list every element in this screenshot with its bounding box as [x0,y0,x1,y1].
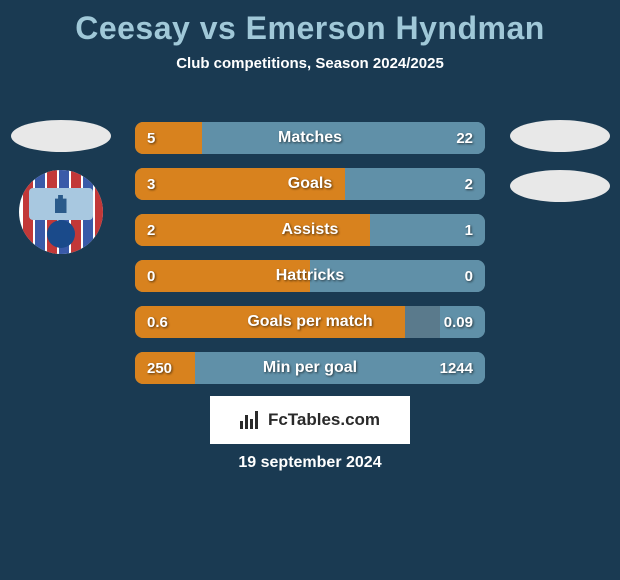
crest-banner [29,188,93,220]
team-crest-left [19,170,103,254]
stat-label: Min per goal [135,352,485,384]
subtitle: Club competitions, Season 2024/2025 [0,55,620,72]
infographic-container: Ceesay vs Emerson Hyndman Club competiti… [0,0,620,580]
brand-text: FcTables.com [268,410,380,430]
brand-box: FcTables.com [210,396,410,444]
date-line: 19 september 2024 [0,454,620,472]
stat-row: 21Assists [135,214,485,246]
stats-area: 522Matches 32Goals 21Assists 00Hattricks 0.6… [135,122,485,398]
stat-label: Goals per match [135,306,485,338]
page-title: Ceesay vs Emerson Hyndman [0,0,620,47]
player-right-placeholder [510,120,610,152]
crest-tower-icon [55,195,67,213]
stat-label: Goals [135,168,485,200]
stat-label: Assists [135,214,485,246]
team-right-placeholder [510,170,610,202]
crest-stripes [19,170,103,254]
stat-row: 2501244Min per goal [135,352,485,384]
left-team-column [8,120,113,254]
brand-chart-icon [240,411,262,429]
stat-label: Hattricks [135,260,485,292]
stat-row: 00Hattricks [135,260,485,292]
crest-ball-icon [47,220,75,248]
stat-row: 32Goals [135,168,485,200]
stat-row: 522Matches [135,122,485,154]
player-left-placeholder [11,120,111,152]
stat-row: 0.60.09Goals per match [135,306,485,338]
stat-label: Matches [135,122,485,154]
right-team-column [507,120,612,220]
